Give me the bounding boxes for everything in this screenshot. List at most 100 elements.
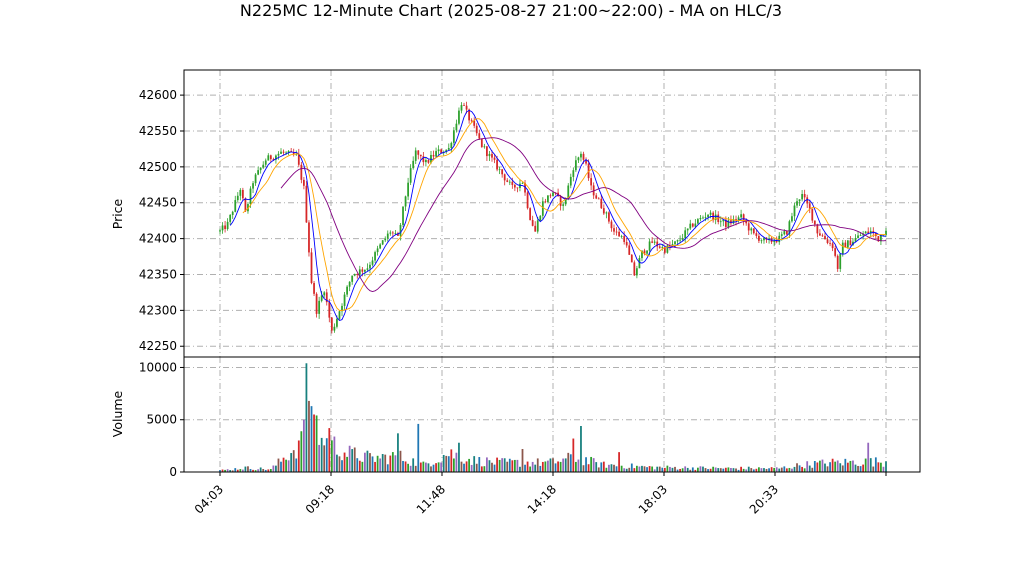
candle-body — [826, 239, 829, 243]
volume-tick-label: 0 — [169, 465, 177, 479]
volume-bar — [391, 452, 394, 472]
price-tick-label: 42600 — [139, 88, 177, 102]
volume-bar — [247, 466, 249, 472]
volume-bar — [447, 456, 450, 472]
candle-body — [577, 157, 580, 161]
volume-bar — [567, 452, 570, 472]
volume-bar — [574, 461, 577, 472]
candle-body — [547, 195, 549, 203]
candle-body — [280, 151, 282, 154]
volume-bar — [628, 467, 631, 472]
candle-body — [381, 240, 384, 245]
volume-bar — [475, 463, 478, 472]
volume-bar — [234, 468, 237, 472]
volume-bar — [470, 464, 473, 472]
volume-bar — [732, 468, 735, 472]
candle-body — [628, 245, 631, 255]
volume-bar — [885, 461, 887, 472]
volume-bar — [633, 468, 636, 472]
candle-body — [630, 254, 633, 263]
volume-bar — [791, 468, 793, 472]
volume-bar — [735, 468, 737, 472]
volume-bar — [775, 467, 778, 472]
volume-bar — [305, 363, 308, 472]
volume-bar — [689, 469, 692, 472]
candle-body — [391, 232, 394, 234]
volume-bar — [669, 466, 671, 472]
volume-bar — [427, 463, 430, 472]
candle-body — [674, 241, 676, 245]
candle-body — [653, 241, 656, 243]
volume-bar — [821, 459, 824, 472]
volume-bar — [849, 460, 852, 472]
volume-bar — [450, 449, 453, 472]
volume-bar — [394, 455, 397, 472]
volume-bar — [590, 456, 593, 472]
volume-bar — [486, 457, 488, 472]
candle-body — [694, 223, 697, 227]
candle-body — [760, 240, 763, 242]
candle-body — [821, 235, 824, 237]
candle-body — [625, 241, 628, 246]
volume-bar — [641, 465, 643, 472]
volume-bar — [318, 444, 321, 472]
candle-body — [709, 212, 712, 215]
volume-bar — [376, 455, 379, 472]
volume-bar — [465, 461, 468, 472]
volume-bar — [348, 445, 351, 472]
candle-body — [806, 197, 809, 204]
candle-body — [872, 230, 875, 233]
volume-bar — [478, 457, 481, 472]
volume-bar — [458, 442, 460, 472]
price-tick-label: 42350 — [139, 267, 177, 281]
volume-bar — [569, 454, 572, 472]
candle-body — [811, 208, 814, 221]
candle-body — [310, 252, 313, 284]
candle-body — [574, 160, 577, 171]
candle-body — [478, 133, 481, 139]
candle-body — [445, 149, 448, 153]
volume-bar — [346, 456, 348, 472]
candle-body — [819, 233, 821, 236]
volume-bar — [872, 466, 875, 472]
volume-bar — [585, 457, 587, 472]
volume-bar — [773, 467, 776, 472]
candle-body — [374, 252, 376, 261]
volume-bar — [440, 462, 443, 472]
candle-body — [643, 250, 646, 254]
candle-body — [724, 219, 727, 227]
candle-body — [407, 182, 409, 197]
volume-bar — [272, 465, 275, 472]
candle-body — [572, 170, 575, 177]
candle-body — [620, 236, 623, 237]
candle-body — [763, 237, 765, 241]
volume-bar — [506, 461, 509, 472]
candle-body — [841, 242, 844, 254]
volume-bar — [592, 458, 595, 472]
time-axis: 04:03 09:18 11:48 14:18 18:03 20:33 — [192, 472, 887, 517]
candle-body — [348, 281, 351, 287]
candle-body — [432, 154, 435, 157]
volume-bar — [269, 469, 272, 472]
candle-body — [702, 217, 704, 219]
price-tick-label: 42450 — [139, 196, 177, 210]
volume-bar — [493, 464, 496, 472]
volume-bar — [765, 468, 768, 472]
candle-body — [470, 120, 473, 122]
candle-body — [613, 228, 615, 232]
volume-bar — [468, 458, 471, 472]
volume-bar — [745, 469, 748, 472]
volume-bar — [869, 458, 872, 472]
volume-bar — [702, 466, 704, 472]
volume-bar — [697, 467, 699, 472]
volume-bar — [412, 458, 415, 472]
volume-bar — [460, 461, 463, 472]
volume-bar — [399, 450, 402, 472]
volume-bar — [747, 466, 750, 472]
volume-bar — [752, 469, 755, 472]
candle-body — [864, 231, 867, 234]
candle-body — [447, 148, 450, 150]
candle-body — [369, 264, 371, 269]
time-tick-label: 14:18 — [525, 482, 559, 516]
candle-body — [684, 230, 687, 239]
